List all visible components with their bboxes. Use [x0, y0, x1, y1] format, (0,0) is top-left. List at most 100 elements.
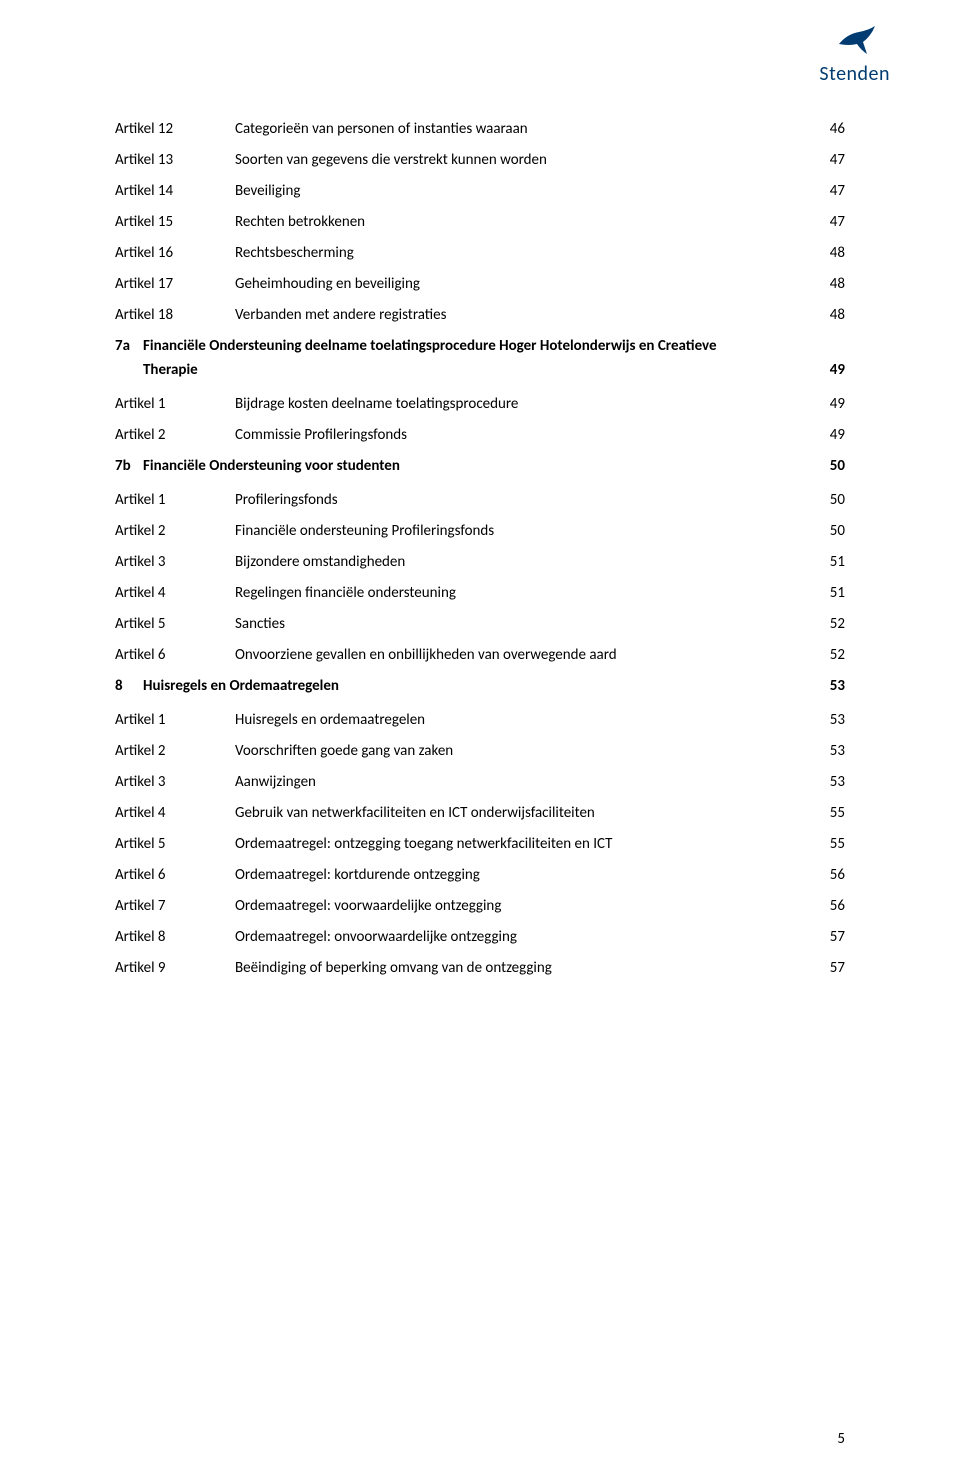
toc-article-title: Onvoorziene gevallen en onbillijkheden v…: [235, 646, 617, 664]
toc-article-label: Artikel 12: [115, 120, 235, 138]
brand-text: Stenden: [819, 62, 890, 86]
toc-page-number: 56: [821, 897, 845, 915]
document-page: Stenden Artikel 12Categorieën van person…: [0, 0, 960, 1476]
toc-page-number: 50: [821, 457, 845, 475]
toc-article-row: Artikel 16Rechtsbescherming 48: [115, 244, 845, 262]
toc-article-label: Artikel 1: [115, 395, 235, 413]
toc-article-title: Ordemaatregel: kortdurende ontzegging: [235, 866, 480, 884]
toc-article-label: Artikel 13: [115, 151, 235, 169]
toc-article-title: Gebruik van netwerkfaciliteiten en ICT o…: [235, 804, 595, 822]
toc-article-title: Rechten betrokkenen: [235, 213, 365, 231]
toc-page-number: 46: [821, 120, 845, 138]
toc-page-number: 53: [821, 677, 845, 695]
toc-article-row: Artikel 13Soorten van gegevens die verst…: [115, 151, 845, 169]
toc-article-label: Artikel 3: [115, 773, 235, 791]
toc-page-number: 51: [821, 553, 845, 571]
toc-article-label: Artikel 6: [115, 646, 235, 664]
toc-article-label: Artikel 1: [115, 491, 235, 509]
toc-article-label: Artikel 3: [115, 553, 235, 571]
toc-article-row: Artikel 17Geheimhouding en beveiliging48: [115, 275, 845, 293]
toc-page-number: 52: [821, 646, 845, 664]
toc-article-row: Artikel 3Bijzondere omstandigheden 51: [115, 553, 845, 571]
page-number: 5: [837, 1430, 845, 1448]
toc-article-label: Artikel 6: [115, 866, 235, 884]
toc-article-title: Beëindiging of beperking omvang van de o…: [235, 959, 552, 977]
toc-article-title: Bijzondere omstandigheden: [235, 553, 405, 571]
toc-article-row: Artikel 4Regelingen financiële ondersteu…: [115, 584, 845, 602]
toc-section-title: Financiële Ondersteuning deelname toelat…: [143, 337, 717, 355]
toc-section-row: 7aFinanciële Ondersteuning deelname toel…: [115, 337, 845, 355]
toc-article-title: Voorschriften goede gang van zaken: [235, 742, 453, 760]
toc-section-number: 8: [115, 677, 143, 695]
toc-page-number: 55: [821, 804, 845, 822]
toc-article-label: Artikel 1: [115, 711, 235, 729]
toc-page-number: 48: [821, 306, 845, 324]
toc-page-number: 51: [821, 584, 845, 602]
brand-logo: Stenden: [819, 24, 890, 86]
toc-page-number: 55: [821, 835, 845, 853]
toc-page-number: 49: [821, 426, 845, 444]
toc-page-number: 49: [821, 395, 845, 413]
toc-section-title: Financiële Ondersteuning voor studenten: [143, 457, 400, 475]
toc-article-row: Artikel 1Profileringsfonds 50: [115, 491, 845, 509]
toc-article-row: Artikel 9Beëindiging of beperking omvang…: [115, 959, 845, 977]
toc-page-number: 47: [821, 213, 845, 231]
bird-icon: [833, 24, 877, 60]
toc-section-row: 8Huisregels en Ordemaatregelen 53: [115, 677, 845, 695]
toc-section-title: Huisregels en Ordemaatregelen: [143, 677, 339, 695]
toc-article-title: Beveiliging: [235, 182, 300, 200]
toc-article-title: Huisregels en ordemaatregelen: [235, 711, 425, 729]
toc-article-title: Ordemaatregel: voorwaardelijke ontzeggin…: [235, 897, 501, 915]
toc-page-number: 57: [821, 959, 845, 977]
toc-article-title: Aanwijzingen: [235, 773, 316, 791]
toc-page-number: 53: [821, 742, 845, 760]
toc-page-number: 48: [821, 275, 845, 293]
toc-article-label: Artikel 8: [115, 928, 235, 946]
toc-article-row: Artikel 14Beveiliging 47: [115, 182, 845, 200]
toc-section-row: 7bFinanciële Ondersteuning voor studente…: [115, 457, 845, 475]
toc-page-number: 56: [821, 866, 845, 884]
toc-page-number: 57: [821, 928, 845, 946]
toc-page-number: 50: [821, 522, 845, 540]
toc-article-title: Commissie Profileringsfonds: [235, 426, 407, 444]
toc-page-number: 50: [821, 491, 845, 509]
toc-article-label: Artikel 4: [115, 804, 235, 822]
toc-article-row: Artikel 18Verbanden met andere registrat…: [115, 306, 845, 324]
toc-article-title: Financiële ondersteuning Profileringsfon…: [235, 522, 494, 540]
toc-article-row: Artikel 4Gebruik van netwerkfaciliteiten…: [115, 804, 845, 822]
toc-article-row: Artikel 6Ordemaatregel: kortdurende ontz…: [115, 866, 845, 884]
toc-article-label: Artikel 2: [115, 742, 235, 760]
toc-article-label: Artikel 2: [115, 522, 235, 540]
toc-article-label: Artikel 18: [115, 306, 235, 324]
toc-article-row: Artikel 12Categorieën van personen of in…: [115, 120, 845, 138]
toc-article-label: Artikel 15: [115, 213, 235, 231]
toc-article-title: Categorieën van personen of instanties w…: [235, 120, 528, 138]
toc-article-row: Artikel 1Huisregels en ordemaatregelen53: [115, 711, 845, 729]
toc-article-title: Profileringsfonds: [235, 491, 338, 509]
toc-article-row: Artikel 6Onvoorziene gevallen en onbilli…: [115, 646, 845, 664]
toc-article-row: Artikel 2Financiële ondersteuning Profil…: [115, 522, 845, 540]
toc-article-label: Artikel 16: [115, 244, 235, 262]
toc-article-title: Rechtsbescherming: [235, 244, 354, 262]
table-of-contents: Artikel 12Categorieën van personen of in…: [115, 120, 845, 977]
toc-article-label: Artikel 9: [115, 959, 235, 977]
toc-page-number: 53: [821, 773, 845, 791]
toc-article-label: Artikel 4: [115, 584, 235, 602]
toc-page-number: 49: [821, 361, 845, 379]
toc-article-row: Artikel 15Rechten betrokkenen 47: [115, 213, 845, 231]
toc-page-number: 52: [821, 615, 845, 633]
toc-article-row: Artikel 8Ordemaatregel: onvoorwaardelijk…: [115, 928, 845, 946]
toc-page-number: 48: [821, 244, 845, 262]
toc-article-row: Artikel 2Voorschriften goede gang van za…: [115, 742, 845, 760]
toc-article-label: Artikel 5: [115, 835, 235, 853]
toc-article-row: Artikel 3Aanwijzingen 53: [115, 773, 845, 791]
toc-article-title: Regelingen financiële ondersteuning: [235, 584, 456, 602]
toc-article-title: Ordemaatregel: ontzegging toegang netwer…: [235, 835, 612, 853]
toc-article-row: Artikel 5Ordemaatregel: ontzegging toega…: [115, 835, 845, 853]
toc-article-label: Artikel 5: [115, 615, 235, 633]
toc-section-number: 7a: [115, 337, 143, 355]
toc-article-row: Artikel 5Sancties52: [115, 615, 845, 633]
toc-article-label: Artikel 17: [115, 275, 235, 293]
toc-article-label: Artikel 14: [115, 182, 235, 200]
toc-page-number: 47: [821, 182, 845, 200]
